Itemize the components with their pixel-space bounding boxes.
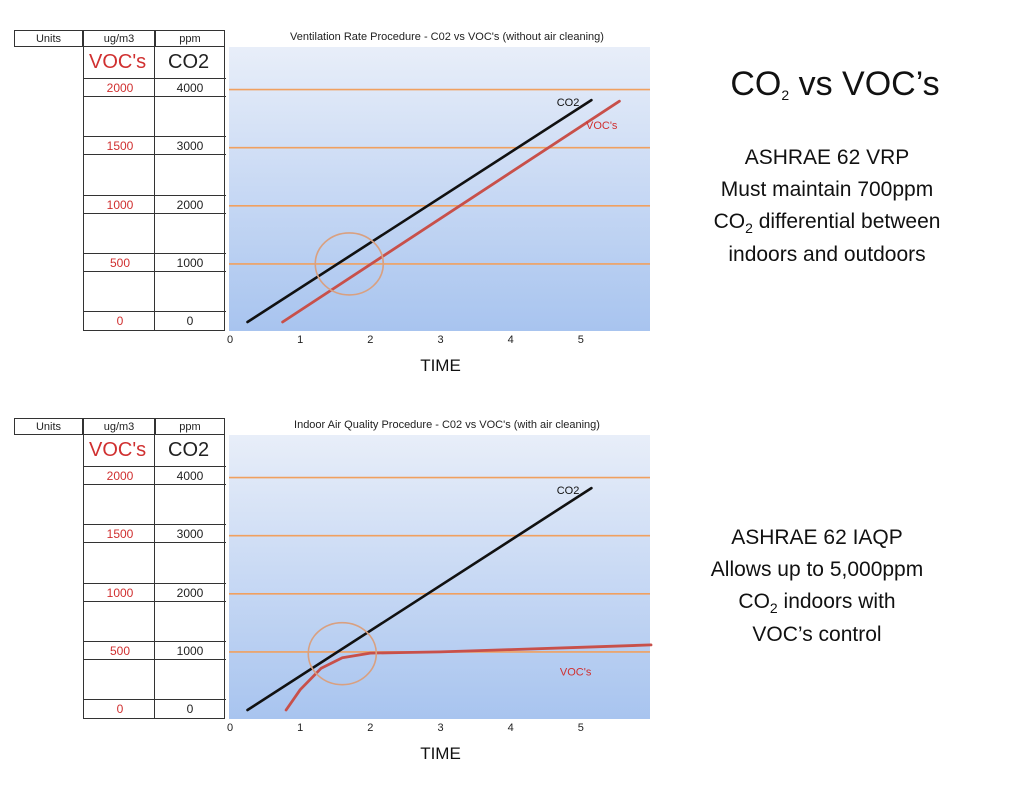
series-label: VOC's: [586, 120, 618, 132]
voc-value: 0: [116, 702, 124, 716]
x-tick-label: 1: [297, 722, 303, 734]
chart-title: Ventilation Rate Procedure - C02 vs VOC'…: [290, 31, 604, 43]
x-axis-label: TIME: [420, 356, 461, 375]
ppm-value: 3000: [176, 139, 204, 153]
vrp-line-4: indoors and outdoors: [728, 243, 926, 266]
co2-series-line: [246, 98, 593, 324]
x-tick-label: 0: [227, 722, 233, 734]
ppm-value: 4000: [176, 81, 204, 95]
vrp-line-3: CO2 differential between: [713, 210, 941, 236]
vrp-chart-panel: Units ug/m3 ppm VOC's CO2 2000 4000 1500…: [0, 0, 680, 390]
voc-value: 1000: [106, 586, 134, 600]
series-label: CO2: [557, 97, 580, 109]
voc-column-label: VOC's: [89, 51, 147, 73]
iaqp-line-1: ASHRAE 62 IAQP: [731, 526, 903, 549]
unit-table-body: VOC's CO2 2000 4000 1500 3000 1000 2000 …: [83, 47, 226, 331]
x-tick-label: 2: [367, 334, 373, 346]
series-label: VOC's: [560, 666, 592, 678]
x-tick-label: 5: [578, 722, 584, 734]
x-tick-label: 5: [578, 334, 584, 346]
plot-area: [229, 435, 650, 719]
ppm-value: 3000: [176, 527, 204, 541]
series-label: CO2: [557, 485, 580, 497]
headline-co: CO: [730, 65, 782, 103]
unit-table: Units ug/m3 ppm VOC's CO2 2000 4000 1500…: [0, 388, 230, 728]
ppm-header: ppm: [155, 418, 225, 435]
iaqp-description: ASHRAE 62 IAQP Allows up to 5,000ppm CO2…: [672, 522, 962, 651]
vrp-line-1: ASHRAE 62 VRP: [744, 146, 910, 169]
voc-value: 2000: [106, 81, 134, 95]
headline: CO2 vs VOC’s: [690, 62, 980, 112]
unit-table: Units ug/m3 ppm VOC's CO2 2000 4000 1500…: [0, 0, 230, 340]
voc-series-line: [284, 643, 653, 712]
units-header: Units: [14, 30, 83, 47]
co2-series-line: [246, 486, 593, 712]
x-tick-label: 1: [297, 334, 303, 346]
co2-column-label: CO2: [168, 439, 210, 461]
ppm-value: 1000: [176, 256, 204, 270]
iaqp-line-chart: 0 1 2 3 4 5 TIME CO2 VOC's: [227, 435, 653, 763]
units-header: Units: [14, 418, 83, 435]
ppm-header: ppm: [155, 30, 225, 47]
vrp-description: ASHRAE 62 VRP Must maintain 700ppm CO2 d…: [672, 142, 982, 271]
voc-value: 1000: [106, 198, 134, 212]
x-tick-label: 0: [227, 334, 233, 346]
iaqp-line-4: VOC’s control: [752, 623, 882, 646]
co2-column-label: CO2: [168, 51, 210, 73]
chart-title: Indoor Air Quality Procedure - C02 vs VO…: [294, 419, 600, 431]
ppm-value: 0: [186, 702, 194, 716]
x-tick-label: 3: [437, 334, 443, 346]
highlight-circle: [314, 232, 385, 296]
voc-value: 1500: [106, 527, 134, 541]
ppm-value: 4000: [176, 469, 204, 483]
ugm3-header: ug/m3: [83, 418, 155, 435]
ppm-value: 2000: [176, 198, 204, 212]
x-tick-label: 3: [437, 722, 443, 734]
vrp-line-chart: 0 1 2 3 4 5 TIME CO2 VOC's: [227, 47, 650, 375]
voc-series-line: [281, 99, 621, 324]
iaqp-chart-panel: Units ug/m3 ppm VOC's CO2 2000 4000 1500…: [0, 388, 680, 778]
highlight-circle: [307, 621, 378, 686]
iaqp-line-3: CO2 indoors with: [738, 590, 896, 616]
unit-table-body: VOC's CO2 2000 4000 1500 3000 1000 2000 …: [83, 435, 226, 719]
voc-column-label: VOC's: [89, 439, 147, 461]
headline-subscript: 2: [781, 87, 790, 103]
ugm3-header: ug/m3: [83, 30, 155, 47]
x-tick-label: 2: [367, 722, 373, 734]
voc-value: 1500: [106, 139, 134, 153]
ppm-value: 2000: [176, 586, 204, 600]
plot-area: [229, 47, 650, 331]
x-tick-label: 4: [508, 722, 514, 734]
voc-value: 0: [116, 314, 124, 328]
x-tick-label: 4: [508, 334, 514, 346]
vrp-line-2: Must maintain 700ppm: [720, 178, 934, 201]
ppm-value: 0: [186, 314, 194, 328]
voc-value: 500: [109, 644, 131, 658]
headline-rest: vs VOC’s: [789, 65, 940, 103]
voc-value: 2000: [106, 469, 134, 483]
voc-value: 500: [109, 256, 131, 270]
x-axis-label: TIME: [420, 744, 461, 763]
ppm-value: 1000: [176, 644, 204, 658]
iaqp-line-2: Allows up to 5,000ppm: [710, 558, 924, 581]
